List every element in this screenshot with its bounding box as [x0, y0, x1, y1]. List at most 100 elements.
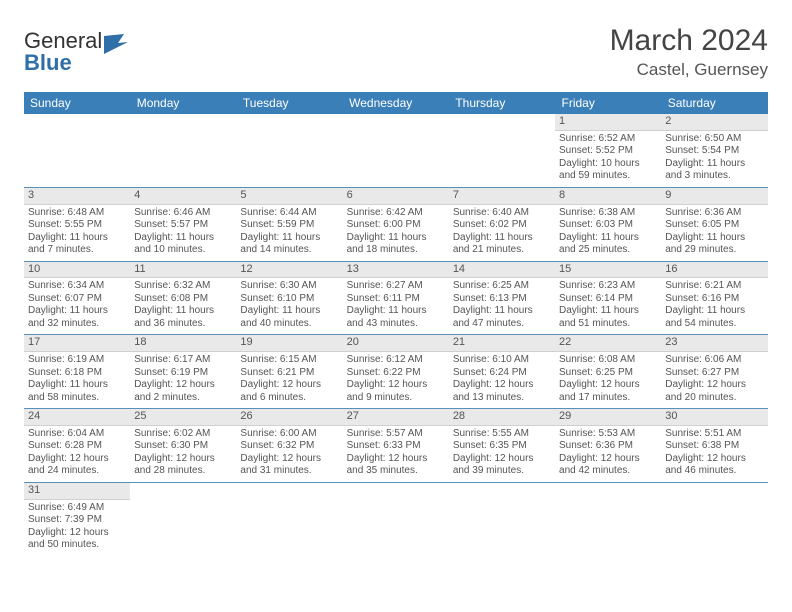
calendar-week: 24Sunrise: 6:04 AMSunset: 6:28 PMDayligh…: [24, 409, 768, 483]
daylight-text: Daylight: 12 hours and 35 minutes.: [347, 453, 445, 478]
weekday-header: Tuesday: [236, 92, 342, 114]
calendar-empty: [661, 482, 767, 555]
daylight-text: Daylight: 12 hours and 24 minutes.: [28, 453, 126, 478]
daylight-text: Daylight: 12 hours and 28 minutes.: [134, 453, 232, 478]
sunrise-text: Sunrise: 6:27 AM: [347, 280, 445, 293]
sunset-text: Sunset: 6:03 PM: [559, 219, 657, 232]
sunrise-text: Sunrise: 6:46 AM: [134, 207, 232, 220]
day-number: 24: [24, 409, 130, 426]
sunset-text: Sunset: 6:05 PM: [665, 219, 763, 232]
sunset-text: Sunset: 6:25 PM: [559, 367, 657, 380]
weekday-header: Thursday: [449, 92, 555, 114]
calendar-day: 14Sunrise: 6:25 AMSunset: 6:13 PMDayligh…: [449, 261, 555, 335]
day-number: 27: [343, 409, 449, 426]
sunset-text: Sunset: 6:21 PM: [240, 367, 338, 380]
sunset-text: Sunset: 6:19 PM: [134, 367, 232, 380]
day-number: 19: [236, 335, 342, 352]
sunrise-text: Sunrise: 5:51 AM: [665, 428, 763, 441]
daylight-text: Daylight: 11 hours and 36 minutes.: [134, 305, 232, 330]
sunset-text: Sunset: 5:57 PM: [134, 219, 232, 232]
weekday-header: Friday: [555, 92, 661, 114]
weekday-header: Sunday: [24, 92, 130, 114]
daylight-text: Daylight: 11 hours and 10 minutes.: [134, 232, 232, 257]
sunrise-text: Sunrise: 5:57 AM: [347, 428, 445, 441]
sunrise-text: Sunrise: 6:04 AM: [28, 428, 126, 441]
sunset-text: Sunset: 6:36 PM: [559, 440, 657, 453]
daylight-text: Daylight: 11 hours and 21 minutes.: [453, 232, 551, 257]
day-number: 18: [130, 335, 236, 352]
sunrise-text: Sunrise: 6:21 AM: [665, 280, 763, 293]
day-number: 29: [555, 409, 661, 426]
calendar-day: 1Sunrise: 6:52 AMSunset: 5:52 PMDaylight…: [555, 114, 661, 187]
weekday-header-row: SundayMondayTuesdayWednesdayThursdayFrid…: [24, 92, 768, 114]
day-number: 11: [130, 262, 236, 279]
sunrise-text: Sunrise: 6:44 AM: [240, 207, 338, 220]
daylight-text: Daylight: 12 hours and 2 minutes.: [134, 379, 232, 404]
daylight-text: Daylight: 11 hours and 7 minutes.: [28, 232, 126, 257]
sunset-text: Sunset: 7:39 PM: [28, 514, 126, 527]
day-number: 25: [130, 409, 236, 426]
calendar-day: 10Sunrise: 6:34 AMSunset: 6:07 PMDayligh…: [24, 261, 130, 335]
day-number: 13: [343, 262, 449, 279]
daylight-text: Daylight: 11 hours and 25 minutes.: [559, 232, 657, 257]
sunrise-text: Sunrise: 6:52 AM: [559, 133, 657, 146]
daylight-text: Daylight: 12 hours and 17 minutes.: [559, 379, 657, 404]
daylight-text: Daylight: 11 hours and 51 minutes.: [559, 305, 657, 330]
sunset-text: Sunset: 6:28 PM: [28, 440, 126, 453]
calendar-day: 24 Sunrise: 6:04 AMSunset: 6:28 PMDayligh…: [24, 409, 130, 483]
day-number: 16: [661, 262, 767, 279]
calendar-day: 9 Sunrise: 6:36 AMSunset: 6:05 PMDaylight…: [661, 187, 767, 261]
daylight-text: Daylight: 11 hours and 40 minutes.: [240, 305, 338, 330]
sunrise-text: Sunrise: 6:34 AM: [28, 280, 126, 293]
calendar-empty: [236, 114, 342, 187]
sunrise-text: Sunrise: 6:42 AM: [347, 207, 445, 220]
daylight-text: Daylight: 11 hours and 14 minutes.: [240, 232, 338, 257]
day-number: 10: [24, 262, 130, 279]
sunrise-text: Sunrise: 6:02 AM: [134, 428, 232, 441]
day-number: 9: [661, 188, 767, 205]
calendar-day: 28Sunrise: 5:55 AMSunset: 6:35 PMDayligh…: [449, 409, 555, 483]
day-number: 31: [24, 483, 130, 500]
calendar-day: 16Sunrise: 6:21 AMSunset: 6:16 PMDayligh…: [661, 261, 767, 335]
calendar-empty: [343, 482, 449, 555]
sunset-text: Sunset: 5:52 PM: [559, 145, 657, 158]
daylight-text: Daylight: 11 hours and 43 minutes.: [347, 305, 445, 330]
daylight-text: Daylight: 12 hours and 20 minutes.: [665, 379, 763, 404]
sunset-text: Sunset: 6:22 PM: [347, 367, 445, 380]
calendar-day: 3Sunrise: 6:48 AMSunset: 5:55 PMDaylight…: [24, 187, 130, 261]
sunset-text: Sunset: 6:00 PM: [347, 219, 445, 232]
daylight-text: Daylight: 12 hours and 46 minutes.: [665, 453, 763, 478]
day-number: 4: [130, 188, 236, 205]
logo: General Blue: [24, 24, 130, 74]
calendar-day: 15Sunrise: 6:23 AMSunset: 6:14 PMDayligh…: [555, 261, 661, 335]
daylight-text: Daylight: 11 hours and 29 minutes.: [665, 232, 763, 257]
day-number: 23: [661, 335, 767, 352]
calendar-day: 11Sunrise: 6:32 AMSunset: 6:08 PMDayligh…: [130, 261, 236, 335]
calendar-empty: [449, 482, 555, 555]
calendar-empty: [130, 482, 236, 555]
calendar-day: 22Sunrise: 6:08 AMSunset: 6:25 PMDayligh…: [555, 335, 661, 409]
day-number: 8: [555, 188, 661, 205]
calendar-day: 18Sunrise: 6:17 AMSunset: 6:19 PMDayligh…: [130, 335, 236, 409]
sunset-text: Sunset: 5:59 PM: [240, 219, 338, 232]
logo-blue: Blue: [24, 50, 72, 75]
calendar-day: 25Sunrise: 6:02 AMSunset: 6:30 PMDayligh…: [130, 409, 236, 483]
calendar-day: 5Sunrise: 6:44 AMSunset: 5:59 PMDaylight…: [236, 187, 342, 261]
calendar-day: 17Sunrise: 6:19 AMSunset: 6:18 PMDayligh…: [24, 335, 130, 409]
sunrise-text: Sunrise: 6:32 AM: [134, 280, 232, 293]
daylight-text: Daylight: 12 hours and 31 minutes.: [240, 453, 338, 478]
daylight-text: Daylight: 10 hours and 59 minutes.: [559, 158, 657, 183]
daylight-text: Daylight: 11 hours and 58 minutes.: [28, 379, 126, 404]
calendar-day: 4 Sunrise: 6:46 AMSunset: 5:57 PMDaylight…: [130, 187, 236, 261]
day-number: 2: [661, 114, 767, 131]
sunrise-text: Sunrise: 6:48 AM: [28, 207, 126, 220]
sunset-text: Sunset: 6:10 PM: [240, 293, 338, 306]
sunset-text: Sunset: 5:55 PM: [28, 219, 126, 232]
sunrise-text: Sunrise: 6:06 AM: [665, 354, 763, 367]
daylight-text: Daylight: 12 hours and 50 minutes.: [28, 527, 126, 552]
sunrise-text: Sunrise: 6:30 AM: [240, 280, 338, 293]
sunrise-text: Sunrise: 6:50 AM: [665, 133, 763, 146]
sunset-text: Sunset: 6:27 PM: [665, 367, 763, 380]
sunrise-text: Sunrise: 6:36 AM: [665, 207, 763, 220]
sunset-text: Sunset: 5:54 PM: [665, 145, 763, 158]
